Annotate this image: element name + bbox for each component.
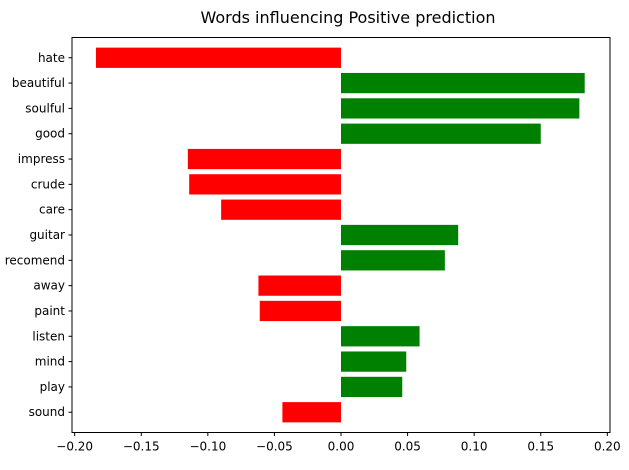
y-tick-label-beautiful: beautiful bbox=[12, 76, 65, 90]
plot-frame bbox=[71, 37, 611, 433]
y-tick-label-play: play bbox=[40, 380, 65, 394]
bar-care bbox=[221, 199, 341, 220]
y-tick-label-care: care bbox=[39, 203, 65, 217]
x-tick-label: −0.20 bbox=[56, 440, 93, 454]
y-tick-label-recomend: recomend bbox=[5, 253, 65, 267]
x-tick-label: 0.05 bbox=[394, 440, 421, 454]
y-tick-label-hate: hate bbox=[38, 51, 65, 65]
bar-beautiful bbox=[341, 72, 585, 94]
x-tick-label: 0.10 bbox=[461, 440, 488, 454]
x-tick-label: −0.10 bbox=[189, 440, 226, 454]
y-axis-ticks: hate beautiful soulful good impress crude care… bbox=[5, 51, 72, 419]
y-tick-label-away: away bbox=[33, 279, 65, 293]
y-tick-label-soulful: soulful bbox=[25, 101, 65, 115]
y-tick-label-crude: crude bbox=[31, 177, 65, 191]
y-tick-label-mind: mind bbox=[35, 355, 65, 369]
bar-sound bbox=[282, 402, 341, 423]
bar-play bbox=[341, 376, 403, 398]
bar-guitar bbox=[341, 224, 459, 246]
x-tick-label: −0.15 bbox=[123, 440, 160, 454]
x-tick-label: −0.05 bbox=[256, 440, 293, 454]
bar-listen bbox=[341, 326, 420, 347]
bar-away bbox=[258, 275, 341, 296]
bars-group bbox=[95, 47, 585, 423]
bar-hate bbox=[95, 47, 341, 68]
bar-recomend bbox=[341, 250, 445, 271]
bar-paint bbox=[259, 300, 341, 322]
chart-title: Words influencing Positive prediction bbox=[201, 8, 496, 27]
x-axis-ticks: −0.20 −0.15 −0.10 −0.05 0.00 0.05 0.10 0.15 0.20 bbox=[56, 432, 621, 454]
bar-mind bbox=[341, 351, 407, 372]
y-tick-label-listen: listen bbox=[32, 329, 65, 343]
x-tick-label: 0.00 bbox=[328, 440, 355, 454]
bar-impress bbox=[187, 148, 341, 170]
y-tick-label-guitar: guitar bbox=[29, 228, 65, 242]
bar-good bbox=[341, 123, 541, 144]
x-tick-label: 0.20 bbox=[594, 440, 621, 454]
bar-soulful bbox=[341, 98, 580, 119]
y-tick-label-sound: sound bbox=[29, 405, 65, 419]
y-tick-label-good: good bbox=[35, 127, 65, 141]
y-tick-label-impress: impress bbox=[18, 152, 65, 166]
y-tick-label-paint: paint bbox=[34, 304, 65, 318]
bar-crude bbox=[189, 174, 341, 195]
x-tick-label: 0.15 bbox=[527, 440, 554, 454]
